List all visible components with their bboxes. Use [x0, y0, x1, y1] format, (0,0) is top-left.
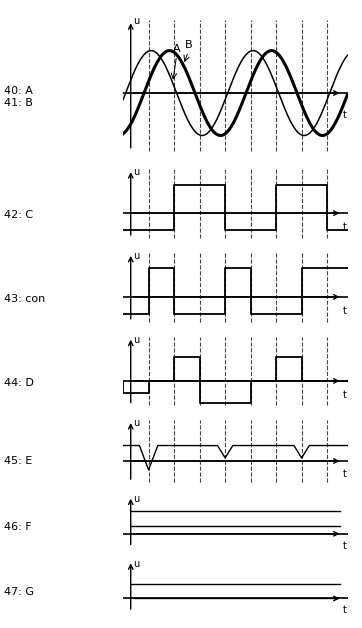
- Text: t: t: [343, 605, 347, 615]
- Text: t: t: [343, 111, 347, 121]
- Text: 44: D: 44: D: [4, 377, 34, 387]
- Text: A: A: [173, 44, 180, 54]
- Text: u: u: [133, 167, 139, 177]
- Text: 40: A
41: B: 40: A 41: B: [4, 86, 33, 108]
- Text: u: u: [133, 16, 139, 26]
- Text: B: B: [185, 40, 192, 50]
- Text: 42: C: 42: C: [4, 210, 33, 220]
- Text: t: t: [343, 469, 347, 479]
- Text: 47: G: 47: G: [4, 587, 34, 597]
- Text: t: t: [343, 541, 347, 551]
- Text: u: u: [133, 559, 139, 569]
- Text: t: t: [343, 306, 347, 316]
- Text: u: u: [133, 251, 139, 261]
- Text: u: u: [133, 494, 139, 504]
- Text: u: u: [133, 418, 139, 428]
- Text: 46: F: 46: F: [4, 522, 31, 532]
- Text: t: t: [343, 222, 347, 232]
- Text: u: u: [133, 335, 139, 345]
- Text: 45: E: 45: E: [4, 457, 32, 467]
- Text: t: t: [343, 390, 347, 400]
- Text: 43: con: 43: con: [4, 294, 45, 304]
